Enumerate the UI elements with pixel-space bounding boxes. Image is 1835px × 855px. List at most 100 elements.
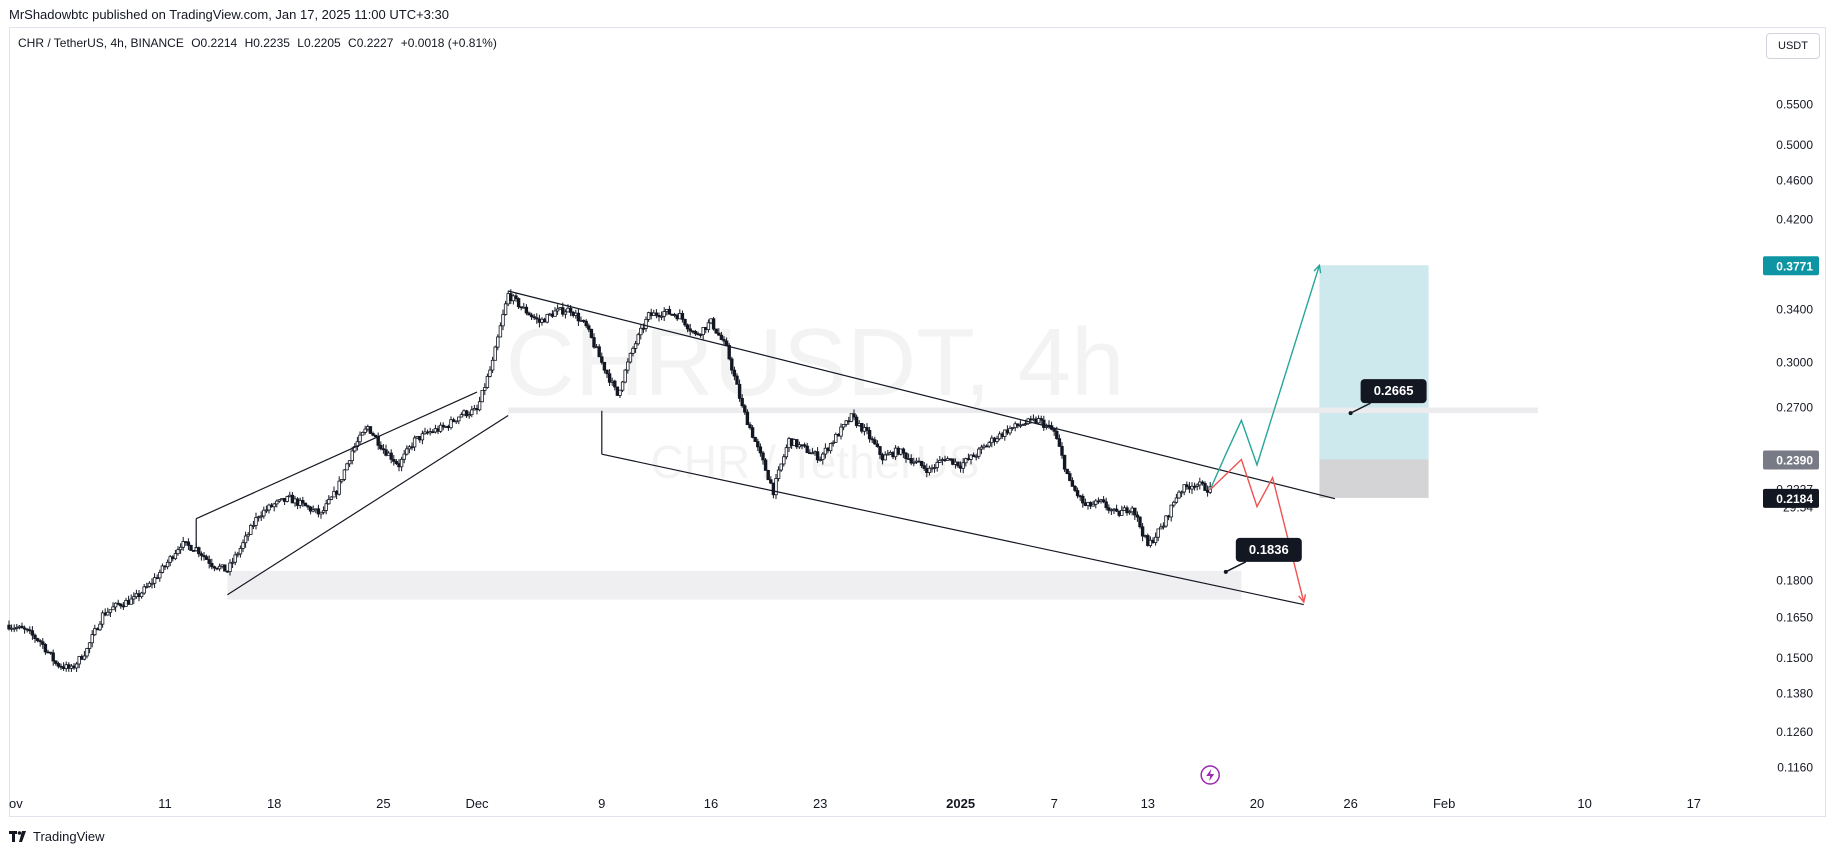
time-axis[interactable]: ov 11 18 25 Dec 9 16 23 2025 7 13 20 26 Feb 10 17	[9, 796, 1701, 811]
candle-body	[1164, 515, 1168, 527]
candle	[927, 465, 932, 476]
candle	[971, 452, 976, 458]
annotation-box	[1235, 537, 1302, 562]
candle	[488, 366, 492, 378]
candle	[350, 446, 354, 465]
candle-body	[779, 463, 783, 471]
y-tick-label: 0.1500	[1776, 651, 1813, 665]
candle-body	[818, 459, 822, 462]
candle-body	[217, 565, 222, 570]
candle	[503, 300, 508, 316]
ohlc-legend: CHR / TetherUS, 4h, BINANCE O0.2214 H0.2…	[18, 36, 501, 50]
candle	[576, 308, 581, 327]
symbol-label[interactable]: CHR / TetherUS, 4h, BINANCE	[18, 36, 184, 50]
candle-body	[1140, 526, 1145, 537]
candle	[1062, 454, 1067, 473]
candle-body	[197, 547, 201, 555]
candle-body	[264, 509, 269, 512]
candle-body	[35, 638, 40, 642]
candle	[360, 431, 365, 436]
candle-body	[459, 414, 464, 418]
candle	[730, 356, 734, 375]
candle	[849, 413, 854, 423]
currency-button[interactable]: USDT	[1766, 33, 1820, 59]
candle-body	[1172, 501, 1176, 506]
candle	[319, 511, 323, 519]
candle	[1104, 497, 1108, 511]
candle	[870, 436, 874, 444]
candle	[545, 313, 549, 324]
candle	[722, 336, 726, 345]
candle-body	[628, 352, 633, 363]
candle-body	[1182, 484, 1186, 493]
candle	[251, 520, 256, 530]
candle-body	[178, 546, 183, 551]
candle-body	[402, 453, 406, 460]
candle	[912, 457, 916, 467]
candle-body	[1039, 418, 1043, 421]
candle	[337, 476, 341, 496]
candle-body	[337, 480, 341, 495]
candle-body	[399, 458, 404, 468]
x-tick-label: 2025	[946, 796, 975, 811]
y-tick-label: 0.2700	[1776, 401, 1813, 415]
candle-body	[176, 549, 180, 554]
candle-body	[306, 505, 310, 508]
candle	[87, 642, 92, 654]
candle	[810, 448, 815, 455]
y-tick-label: 0.5500	[1776, 98, 1813, 112]
candle	[358, 431, 362, 445]
candle-body	[454, 420, 458, 423]
candle-body	[883, 454, 887, 461]
price-tag-level: 0.2390	[1776, 454, 1813, 468]
candle	[90, 630, 94, 648]
candle	[1172, 500, 1176, 508]
candle-body	[363, 428, 367, 433]
candle-body	[865, 427, 869, 431]
candle	[1073, 485, 1077, 493]
candle	[316, 504, 321, 518]
candle-body	[493, 346, 497, 361]
candle-body	[753, 436, 757, 442]
candle-body	[964, 458, 968, 464]
candle	[1114, 504, 1119, 513]
candle-body	[1185, 484, 1189, 488]
candle-body	[1200, 481, 1205, 484]
candle-body	[38, 640, 42, 643]
candle	[43, 643, 48, 655]
candle	[1125, 505, 1129, 516]
candle-body	[1203, 483, 1207, 491]
candle	[384, 444, 388, 457]
candle-body	[241, 542, 245, 549]
candle	[275, 499, 279, 508]
candle-body	[1075, 490, 1080, 497]
watermark-sub: CHR / TetherUS	[651, 436, 980, 488]
candle-body	[1081, 495, 1085, 504]
candle-body	[129, 598, 133, 605]
candle	[230, 557, 235, 568]
projection-bullish	[1209, 265, 1321, 490]
candle-body	[100, 612, 105, 625]
candle	[844, 420, 848, 427]
candle	[490, 356, 495, 374]
projection-arrowhead	[1298, 594, 1307, 604]
price-axis[interactable]: 0.5500 0.5000 0.4600 0.4200 0.3400 0.3000 0.27…	[1763, 98, 1819, 775]
price-tag-price: 0.2184	[1776, 492, 1813, 506]
candle-body	[748, 424, 752, 429]
price-tag-target: 0.3771	[1776, 259, 1813, 273]
candle-body	[503, 303, 508, 315]
candle-body	[82, 655, 87, 660]
candle-body	[212, 566, 217, 569]
candle	[1091, 500, 1095, 507]
candle-body	[995, 438, 999, 442]
candle	[1174, 493, 1179, 504]
y-tick-label: 0.1800	[1776, 573, 1813, 587]
candle	[233, 551, 237, 566]
candle	[249, 523, 253, 535]
candle-body	[275, 500, 279, 505]
candle-body	[977, 448, 981, 457]
candle	[956, 461, 960, 468]
candle	[207, 555, 211, 569]
candle	[1179, 490, 1184, 498]
